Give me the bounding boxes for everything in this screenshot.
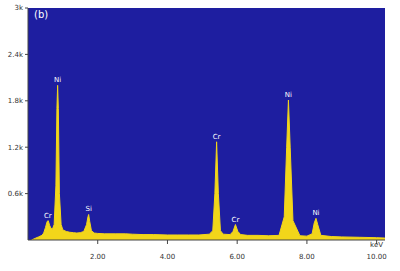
svg-text:2.4k: 2.4k bbox=[8, 51, 24, 59]
svg-text:Cr: Cr bbox=[232, 216, 240, 224]
svg-text:10.00: 10.00 bbox=[367, 253, 387, 261]
svg-text:2.00: 2.00 bbox=[90, 253, 106, 261]
svg-text:keV: keV bbox=[370, 241, 383, 249]
svg-text:Ni: Ni bbox=[285, 91, 292, 99]
svg-text:Ni: Ni bbox=[54, 76, 61, 84]
svg-text:Cr: Cr bbox=[213, 133, 221, 141]
html-text:(b): (b) bbox=[34, 9, 49, 20]
svg-text:4.00: 4.00 bbox=[160, 253, 176, 261]
svg-text:6.00: 6.00 bbox=[229, 253, 245, 261]
svg-text:1.2k: 1.2k bbox=[8, 144, 24, 152]
svg-text:3k: 3k bbox=[14, 4, 23, 12]
svg-text:8.00: 8.00 bbox=[299, 253, 315, 261]
svg-text:Ni: Ni bbox=[312, 209, 319, 217]
svg-text:Si: Si bbox=[85, 205, 91, 213]
svg-text:Cr: Cr bbox=[44, 212, 52, 220]
svg-text:1.8k: 1.8k bbox=[8, 97, 24, 105]
svg-text:0.6k: 0.6k bbox=[8, 190, 24, 198]
